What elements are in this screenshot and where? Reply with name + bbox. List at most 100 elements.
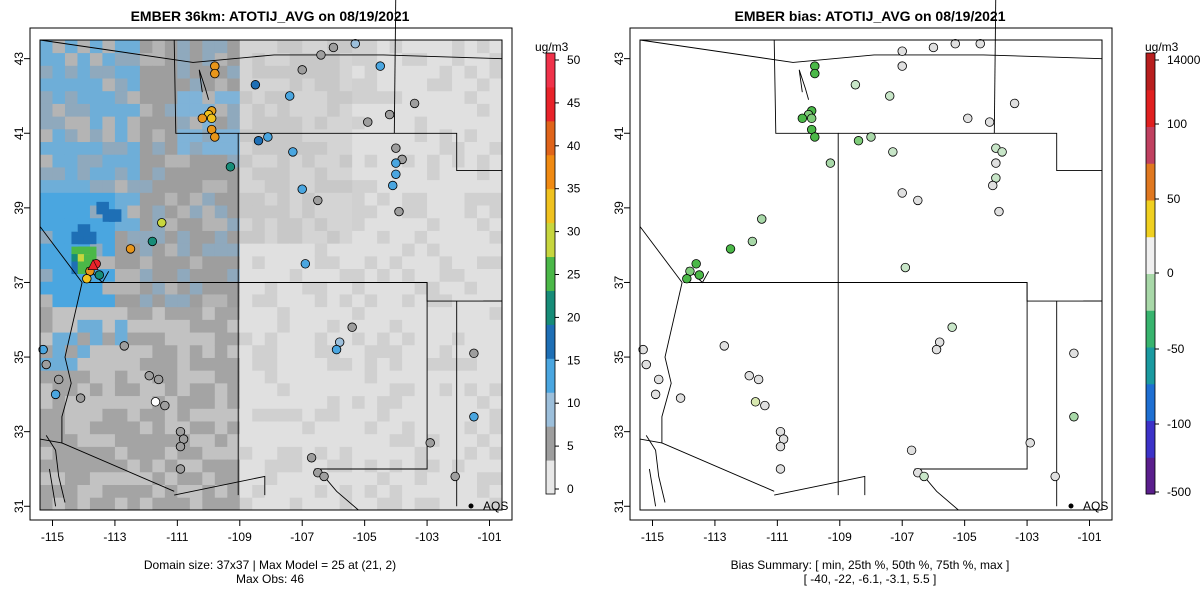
station-marker — [888, 147, 898, 157]
station-marker — [409, 98, 420, 109]
colorbar-tick-label: -100 — [1167, 417, 1191, 431]
colorbar-segment — [546, 460, 555, 495]
y-tick-label: 39 — [12, 201, 26, 215]
border-line — [61, 282, 175, 492]
colorbar-segment — [1146, 200, 1155, 238]
station-marker — [897, 188, 907, 198]
station-marker — [850, 80, 861, 90]
station-marker — [866, 132, 876, 142]
station-marker — [747, 236, 758, 247]
right-state-borders — [639, 0, 1103, 511]
x-tick-label: -107 — [890, 530, 914, 544]
station-marker — [694, 270, 705, 280]
right-caption-line2: [ -40, -22, -6.1, -3.1, 5.5 ] — [803, 572, 937, 586]
colorbar-segment — [1146, 53, 1155, 91]
colorbar-tick-label: 100 — [1167, 117, 1187, 131]
station-marker — [153, 374, 164, 385]
colorbar-segment — [1146, 347, 1155, 385]
station-marker — [119, 341, 129, 351]
x-tick-label: -105 — [353, 530, 377, 544]
station-marker — [50, 389, 61, 400]
station-marker — [144, 371, 154, 381]
border-line — [774, 475, 866, 496]
colorbar-segment — [1146, 126, 1155, 164]
x-tick-label: -103 — [415, 530, 439, 544]
colorbar-tick-label: -50 — [1167, 342, 1185, 356]
colorbar-segment — [1146, 310, 1155, 348]
station-marker — [984, 117, 995, 127]
station-marker — [757, 214, 767, 224]
station-marker — [225, 162, 236, 172]
x-tick-label: -105 — [953, 530, 977, 544]
aqs-legend-dot — [468, 503, 474, 509]
x-tick-label: -113 — [703, 530, 726, 544]
station-marker — [157, 218, 167, 228]
station-marker — [288, 147, 298, 157]
station-marker — [975, 39, 985, 49]
colorbar-segment — [1146, 383, 1155, 421]
colorbar-tick-label: 15 — [567, 353, 581, 367]
station-marker — [313, 195, 323, 206]
border-line — [39, 438, 62, 444]
y-tick-label: 31 — [12, 499, 26, 513]
y-tick-label: 35 — [612, 350, 626, 364]
y-tick-label: 33 — [612, 425, 626, 439]
model-map-panel: EMBER 36km: ATOTIJ_AVG on 08/19/2021 -11… — [12, 0, 581, 586]
border-line — [639, 226, 683, 283]
station-marker — [744, 371, 754, 381]
colorbar-segment — [546, 324, 555, 359]
station-marker — [1009, 98, 1020, 109]
station-marker — [175, 464, 186, 474]
station-marker — [928, 42, 939, 53]
station-marker — [775, 464, 786, 474]
right-y-axis: 31 33 35 37 39 41 43 — [612, 52, 630, 513]
station-marker — [913, 195, 923, 206]
station-marker — [319, 471, 329, 482]
x-tick-label: -109 — [228, 530, 252, 544]
colorbar-tick-label: 50 — [1167, 192, 1181, 206]
bias-map-panel: EMBER bias: ATOTIJ_AVG on 08/19/2021 -11… — [600, 0, 1200, 600]
x-tick-label: -111 — [766, 530, 789, 544]
max-model-marker — [87, 259, 99, 270]
station-marker — [384, 109, 395, 120]
station-marker — [210, 132, 220, 142]
left-map-title: EMBER 36km: ATOTIJ_AVG on 08/19/2021 — [130, 8, 410, 24]
colorbar-segment — [1146, 89, 1155, 127]
y-tick-label: 41 — [12, 126, 26, 140]
station-marker — [810, 68, 820, 79]
station-marker — [675, 393, 686, 403]
station-marker — [638, 344, 648, 355]
colorbar-segment — [1146, 236, 1155, 274]
x-tick-label: -111 — [166, 530, 189, 544]
colorbar-tick-label: 20 — [567, 310, 581, 324]
station-marker — [425, 438, 435, 448]
colorbar-segment — [546, 358, 555, 393]
border-line — [993, 0, 997, 134]
border-line — [45, 435, 66, 503]
station-marker — [906, 445, 917, 456]
station-marker — [54, 374, 64, 385]
aqs-legend-label: AQS — [483, 499, 508, 513]
border-line — [645, 435, 666, 503]
station-marker — [450, 471, 460, 482]
y-tick-label: 43 — [12, 52, 26, 66]
station-marker — [363, 117, 373, 127]
station-marker — [210, 68, 220, 79]
colorbar-tick-label: 14000 — [1167, 53, 1200, 67]
station-marker — [1025, 438, 1035, 448]
station-marker — [38, 344, 48, 355]
station-marker — [760, 400, 770, 411]
colorbar-tick-label: 25 — [567, 268, 581, 282]
station-marker — [388, 180, 398, 191]
station-marker — [797, 113, 808, 124]
station-marker — [897, 46, 907, 56]
colorbar-frame — [545, 52, 556, 495]
station-marker — [641, 359, 651, 370]
border-line — [661, 282, 775, 492]
station-marker — [328, 42, 339, 53]
colorbar-tick-label: 50 — [567, 53, 581, 67]
colorbar-segment — [546, 53, 555, 88]
station-marker — [391, 169, 401, 179]
border-line — [648, 468, 657, 507]
border-line — [639, 39, 1103, 63]
